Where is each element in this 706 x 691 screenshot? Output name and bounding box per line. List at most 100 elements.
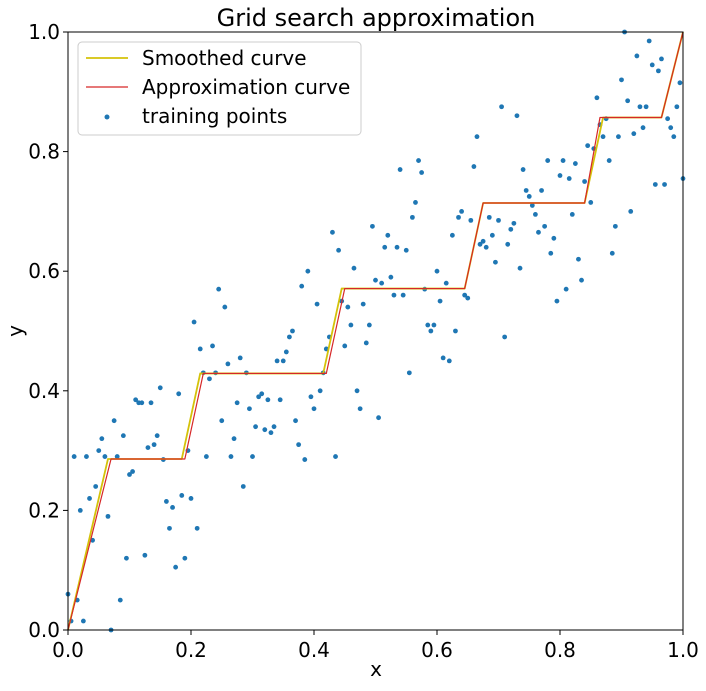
training-point bbox=[237, 355, 243, 361]
training-point bbox=[366, 322, 372, 328]
training-point bbox=[228, 454, 234, 459]
training-point bbox=[643, 104, 649, 110]
training-point bbox=[351, 265, 357, 271]
training-point bbox=[173, 564, 179, 570]
training-point bbox=[548, 250, 554, 256]
line-series bbox=[67, 31, 684, 631]
training-point bbox=[283, 349, 289, 355]
training-point bbox=[259, 391, 265, 397]
training-point bbox=[483, 244, 489, 250]
scatter-series bbox=[65, 29, 686, 633]
training-point bbox=[277, 397, 283, 403]
training-point bbox=[370, 223, 375, 229]
training-point bbox=[652, 182, 658, 187]
training-point bbox=[425, 322, 431, 328]
training-point bbox=[151, 442, 157, 448]
training-point bbox=[154, 433, 160, 439]
training-point bbox=[102, 454, 108, 459]
training-point bbox=[440, 355, 446, 361]
x-axis-label: x bbox=[370, 657, 382, 681]
training-point bbox=[317, 388, 323, 394]
training-point bbox=[348, 322, 354, 328]
x-tick-label: 1.0 bbox=[667, 638, 699, 662]
training-point bbox=[191, 319, 197, 325]
training-point bbox=[388, 274, 394, 280]
training-point bbox=[646, 38, 652, 44]
training-point bbox=[130, 469, 135, 474]
training-point bbox=[80, 618, 86, 624]
training-point bbox=[271, 424, 277, 430]
training-point bbox=[77, 508, 83, 513]
training-point bbox=[203, 454, 209, 459]
training-point bbox=[631, 131, 637, 137]
legend: Smoothed curve Approximation curve train… bbox=[77, 41, 362, 136]
training-point bbox=[634, 53, 640, 59]
training-point bbox=[197, 346, 203, 352]
training-point bbox=[456, 214, 461, 220]
training-point bbox=[434, 268, 440, 274]
y-axis: 0.0 0.2 0.4 0.6 0.8 1.0 bbox=[28, 20, 68, 642]
x-tick-label: 0.0 bbox=[52, 638, 84, 662]
training-point bbox=[517, 265, 523, 271]
training-point bbox=[493, 259, 498, 265]
training-point bbox=[287, 334, 292, 340]
training-point bbox=[671, 134, 677, 140]
x-tick-label: 0.6 bbox=[421, 638, 453, 662]
training-point bbox=[114, 454, 120, 459]
training-point bbox=[416, 158, 421, 163]
training-point bbox=[459, 209, 464, 214]
training-point bbox=[293, 418, 298, 424]
training-point bbox=[391, 292, 397, 298]
training-point bbox=[145, 445, 151, 451]
training-point bbox=[314, 301, 320, 307]
y-tick-label: 1.0 bbox=[28, 20, 60, 44]
training-point bbox=[536, 229, 541, 235]
training-point bbox=[443, 280, 449, 286]
legend-label-approximation: Approximation curve bbox=[142, 75, 350, 99]
legend-swatch-training bbox=[104, 114, 110, 120]
legend-box bbox=[77, 41, 362, 136]
y-axis-label: y bbox=[3, 325, 27, 337]
training-point bbox=[462, 292, 468, 298]
training-point bbox=[234, 400, 240, 406]
legend-label-smoothed: Smoothed curve bbox=[142, 46, 307, 70]
training-point bbox=[280, 358, 286, 364]
training-point bbox=[410, 214, 415, 220]
training-point bbox=[674, 104, 680, 110]
training-point bbox=[428, 328, 434, 334]
training-point bbox=[382, 244, 388, 250]
training-point bbox=[379, 280, 385, 286]
training-point bbox=[520, 167, 526, 172]
training-point bbox=[296, 442, 302, 448]
training-point bbox=[222, 304, 228, 310]
training-point bbox=[268, 430, 274, 436]
training-point bbox=[502, 334, 508, 340]
training-point bbox=[376, 415, 381, 421]
training-point bbox=[560, 158, 566, 163]
training-point bbox=[413, 200, 418, 205]
training-point bbox=[656, 68, 661, 74]
training-point bbox=[582, 179, 587, 184]
training-point bbox=[117, 597, 123, 603]
training-point bbox=[210, 343, 215, 349]
y-tick-label: 0.6 bbox=[28, 259, 60, 283]
training-point bbox=[606, 158, 612, 163]
training-point bbox=[477, 241, 483, 247]
training-point bbox=[225, 361, 231, 367]
training-point bbox=[649, 62, 655, 68]
training-point bbox=[290, 328, 295, 334]
training-point bbox=[274, 358, 280, 364]
training-point bbox=[505, 241, 511, 247]
training-point bbox=[385, 232, 391, 238]
training-point bbox=[511, 220, 517, 226]
training-point bbox=[311, 406, 317, 412]
training-point bbox=[84, 454, 89, 459]
training-point bbox=[330, 229, 335, 235]
y-tick-label: 0.8 bbox=[28, 140, 60, 164]
training-point bbox=[453, 328, 458, 334]
training-point bbox=[625, 98, 631, 104]
training-point bbox=[120, 433, 126, 439]
training-point bbox=[299, 283, 305, 289]
training-point bbox=[373, 277, 378, 283]
